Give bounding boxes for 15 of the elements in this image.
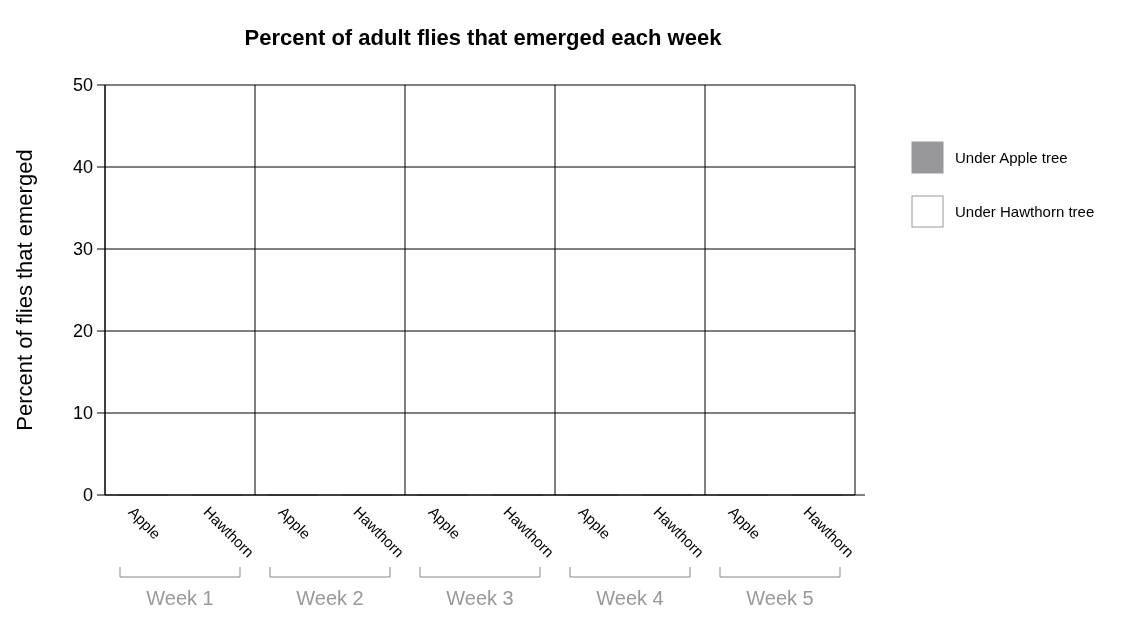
text: Week 1 — [146, 587, 214, 609]
chart-title: Percent of adult flies that emerged each week — [244, 25, 723, 50]
y-tick-label: 10 — [72, 403, 93, 424]
y-tick-label: 0 — [82, 485, 93, 506]
y-tick-label: 20 — [72, 321, 93, 342]
text: Week 5 — [746, 587, 814, 609]
legend-label: Under Apple tree — [955, 149, 1068, 167]
y-axis-title: Percent of flies that emerged — [12, 149, 37, 431]
text: Week 4 — [596, 587, 664, 609]
text: Week 2 — [296, 587, 364, 609]
y-tick-label: 30 — [72, 239, 93, 260]
y-tick-label: 40 — [72, 157, 93, 178]
y-tick-label: 50 — [72, 75, 93, 96]
text: Week 3 — [446, 587, 514, 609]
legend-label: Under Hawthorn tree — [955, 203, 1095, 221]
